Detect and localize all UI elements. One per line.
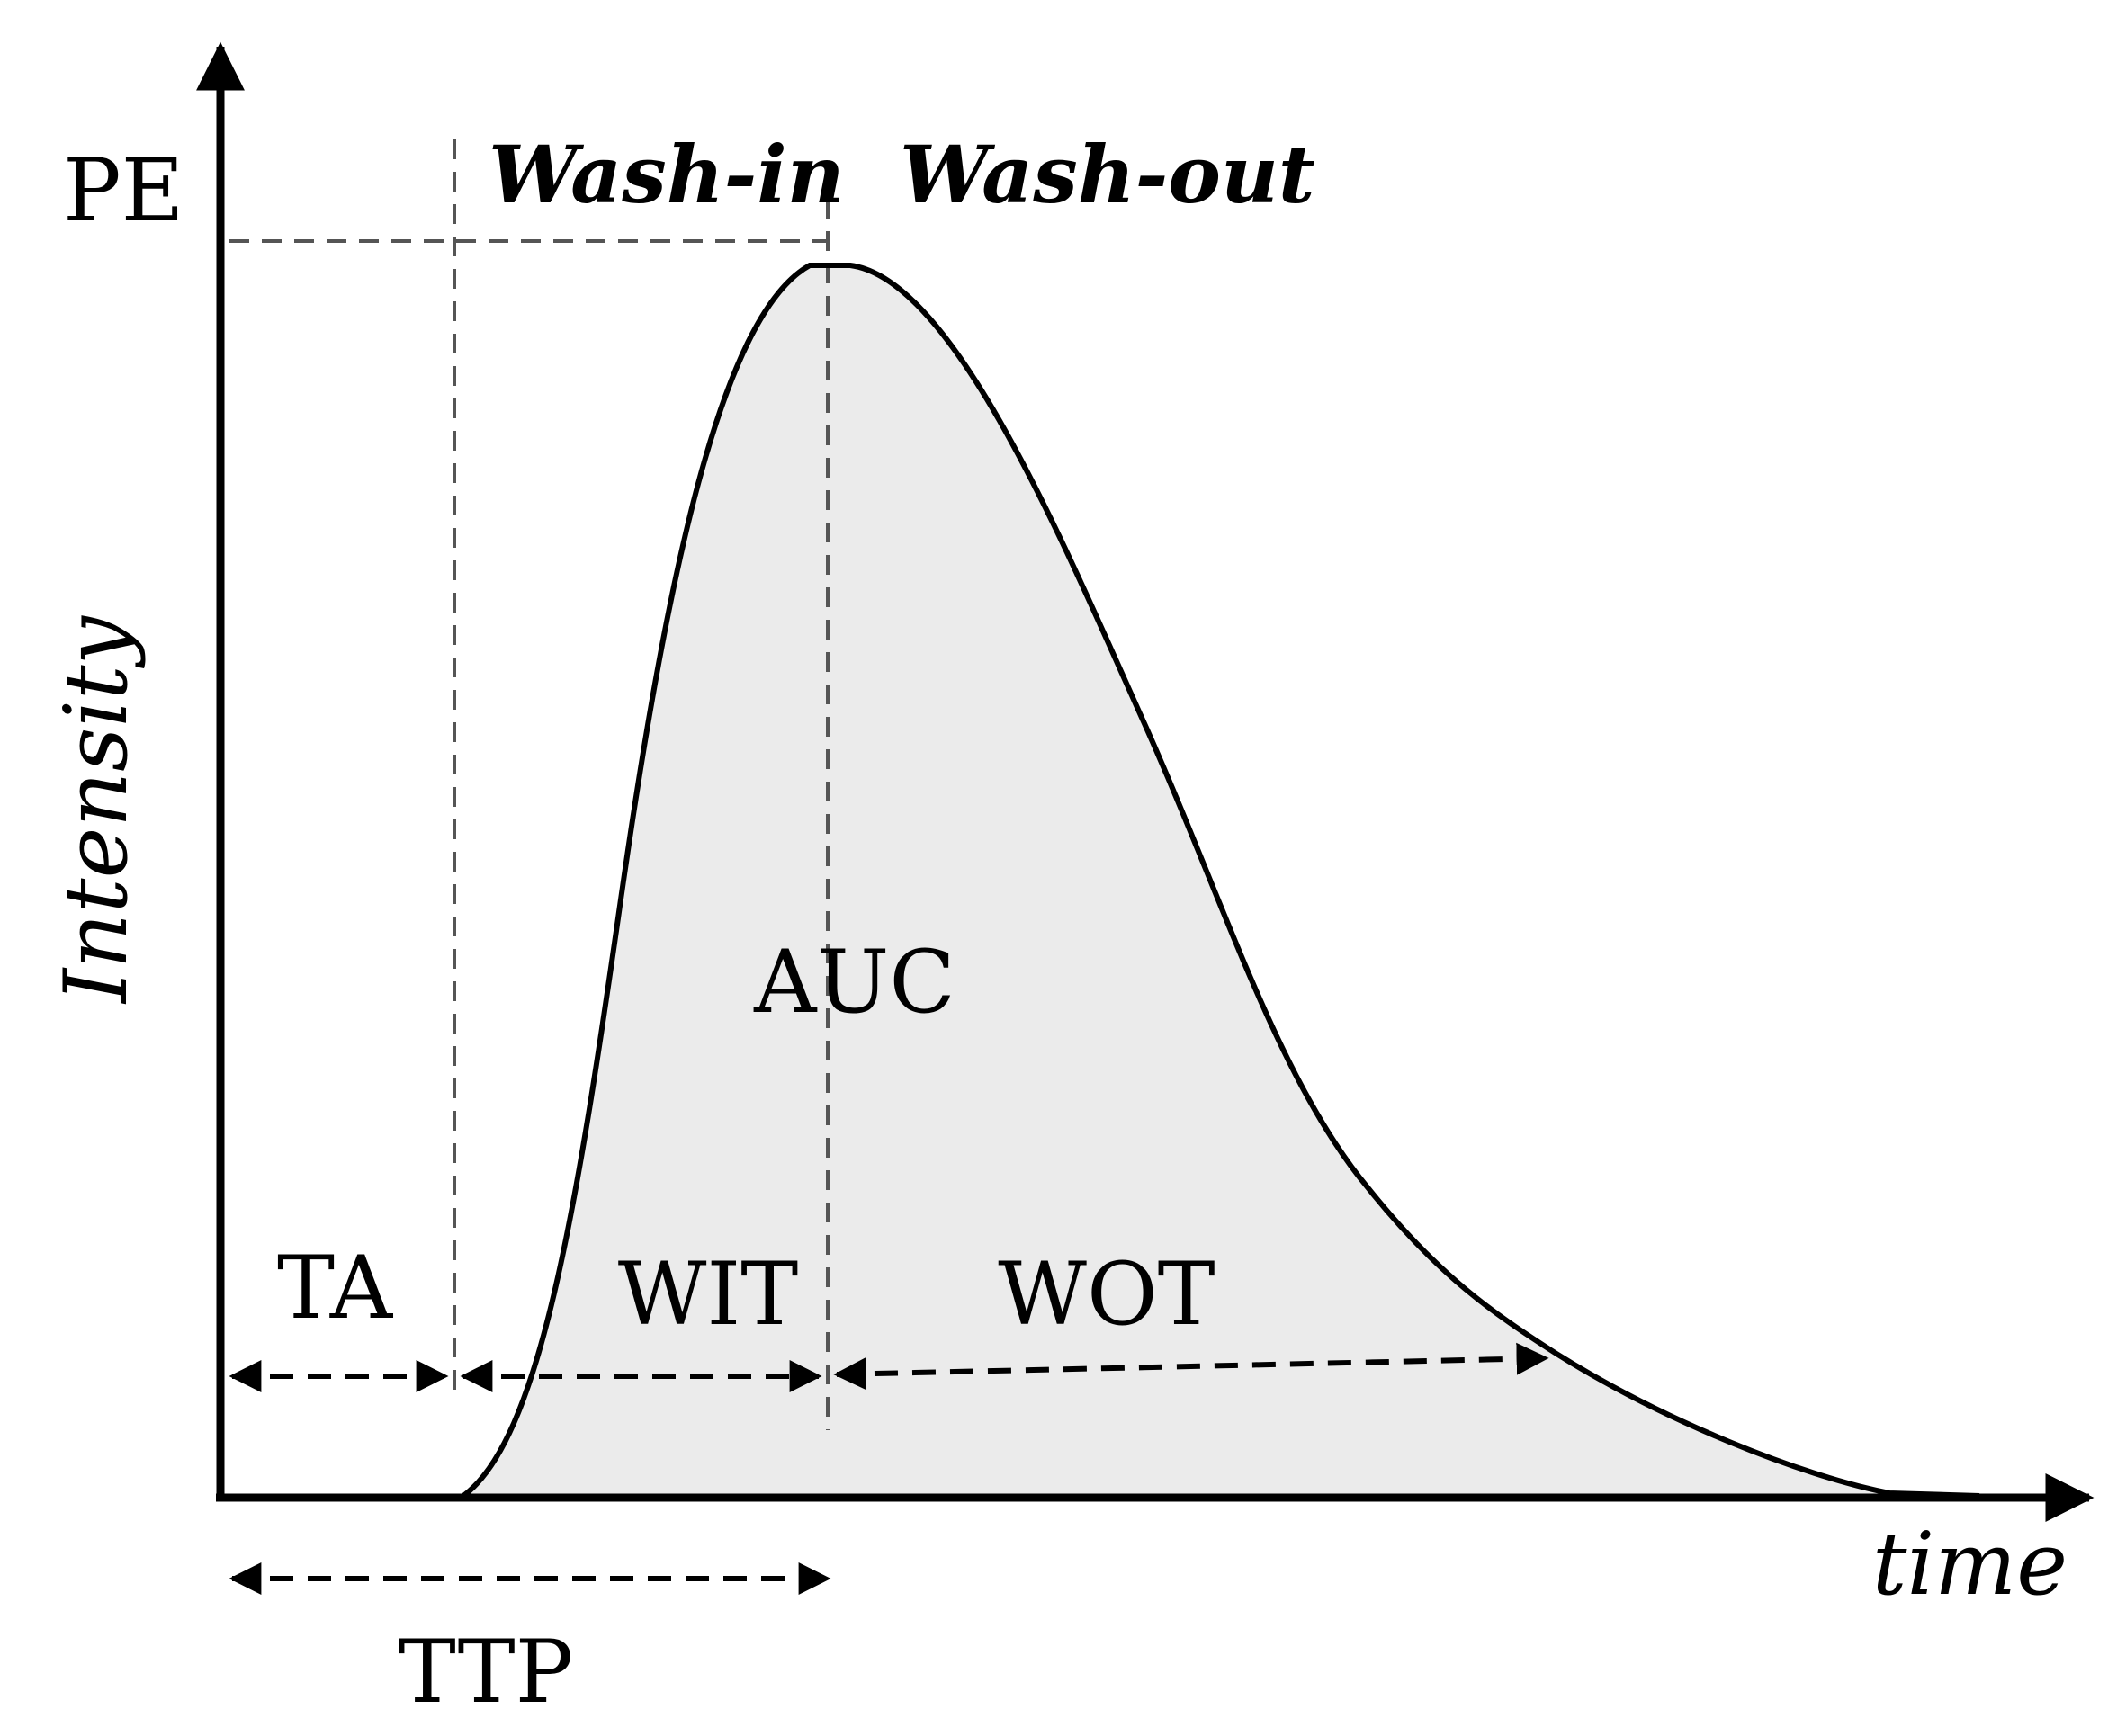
peak-enhancement-label: PE — [63, 140, 184, 241]
ttp-label: TTP — [399, 1622, 573, 1723]
auc-label: AUC — [753, 932, 955, 1033]
x-axis-label: time — [1872, 1514, 2068, 1615]
wot-label: WOT — [998, 1244, 1215, 1345]
wash-in-label: Wash-in — [489, 128, 845, 221]
wash-out-label: Wash-out — [900, 128, 1315, 221]
wot-arrow — [833, 1342, 1549, 1391]
y-axis-label: Intensity — [46, 614, 147, 1005]
ta-label: TA — [277, 1238, 394, 1338]
wit-label: WIT — [618, 1244, 799, 1345]
auc-area — [463, 265, 1979, 1496]
